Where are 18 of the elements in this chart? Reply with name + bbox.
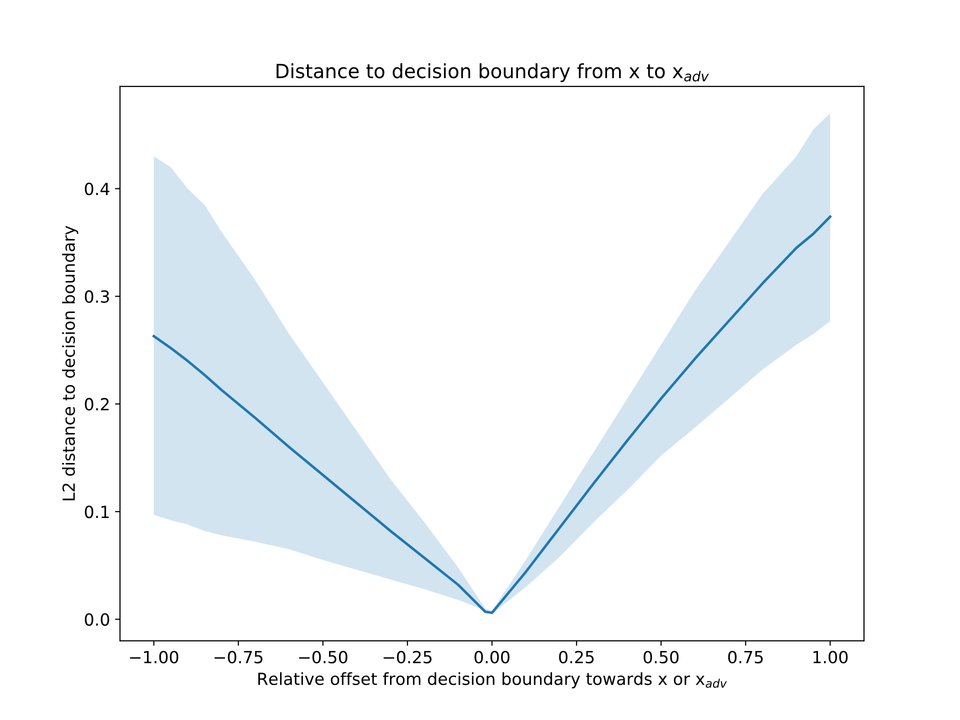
y-axis-title: L2 distance to decision boundary — [62, 226, 78, 500]
x-tick-label: 0.00 — [474, 650, 510, 664]
x-tick-label: −0.75 — [214, 650, 262, 664]
y-tick-label: 0.2 — [84, 398, 109, 411]
x-tick-label: 0.50 — [644, 650, 679, 664]
x-tick-label: −1.00 — [130, 650, 178, 664]
x-tick-label: 0.25 — [559, 650, 594, 664]
y-tick-label: 0.3 — [84, 290, 109, 303]
line-series — [152, 215, 832, 614]
x-tick-label: −0.50 — [299, 650, 348, 664]
x-tick-label: −0.25 — [384, 650, 432, 664]
y-tick-label: 0.1 — [84, 506, 109, 518]
x-tick-label: 0.75 — [728, 650, 763, 664]
x-axis-title: Relative offset from decision boundary towards x or x$_{adv}$ — [258, 672, 727, 688]
y-tick-label: 0.4 — [84, 182, 110, 196]
chart-title: Distance to decision boundary from x to x$_{adv}$ — [276, 63, 709, 82]
y-tick-label: 0.0 — [84, 613, 110, 626]
x-tick-label: 1.00 — [813, 650, 848, 664]
